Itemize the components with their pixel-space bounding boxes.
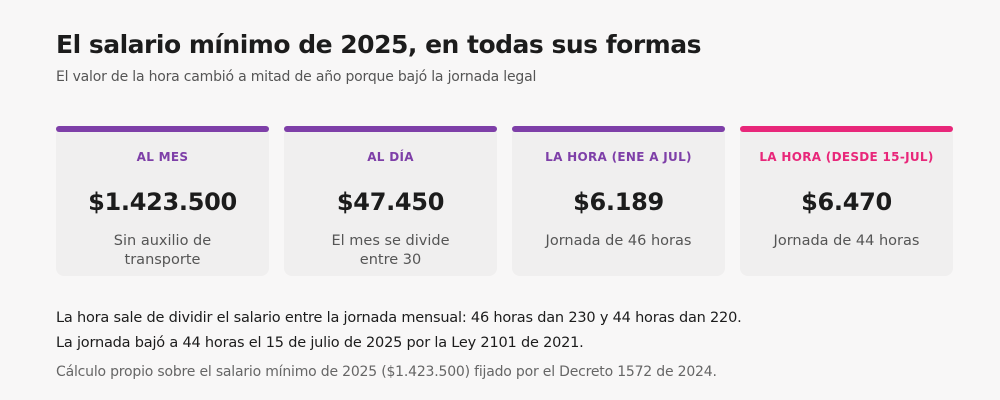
card-value: $6.470 — [801, 188, 892, 216]
card-accent-bar — [284, 126, 497, 132]
page-title: El salario mínimo de 2025, en todas sus … — [56, 30, 701, 59]
card-description: El mes se divide entre 30 — [331, 233, 450, 268]
card-description: Jornada de 44 horas — [773, 233, 920, 249]
card-description: Jornada de 46 horas — [545, 233, 692, 249]
note-line: La hora sale de dividir el salario entre… — [56, 310, 742, 326]
source-note: Cálculo propio sobre el salario mínimo d… — [56, 364, 717, 380]
card-monthly: AL MES $1.423.500 Sin auxilio de transpo… — [56, 126, 269, 276]
card-label: LA HORA (ENE A JUL) — [545, 150, 692, 164]
card-daily: AL DÍA $47.450 El mes se divide entre 30 — [284, 126, 497, 276]
explanatory-notes: La hora sale de dividir el salario entre… — [56, 306, 742, 356]
card-value: $1.423.500 — [88, 188, 237, 216]
card-value: $6.189 — [573, 188, 664, 216]
card-hourly-from-jul-15: LA HORA (DESDE 15-JUL) $6.470 Jornada de… — [740, 126, 953, 276]
card-value: $47.450 — [336, 188, 445, 216]
note-line: La jornada bajó a 44 horas el 15 de juli… — [56, 335, 584, 351]
card-accent-bar — [512, 126, 725, 132]
card-label: AL DÍA — [367, 150, 414, 164]
page-subtitle: El valor de la hora cambió a mitad de añ… — [56, 69, 537, 85]
card-accent-bar — [56, 126, 269, 132]
card-description: Sin auxilio de transporte — [113, 233, 212, 268]
card-label: AL MES — [136, 150, 189, 164]
card-hourly-jan-jul: LA HORA (ENE A JUL) $6.189 Jornada de 46… — [512, 126, 725, 276]
salary-cards: AL MES $1.423.500 Sin auxilio de transpo… — [56, 126, 953, 276]
card-label: LA HORA (DESDE 15-JUL) — [759, 150, 934, 164]
card-accent-bar — [740, 126, 953, 132]
